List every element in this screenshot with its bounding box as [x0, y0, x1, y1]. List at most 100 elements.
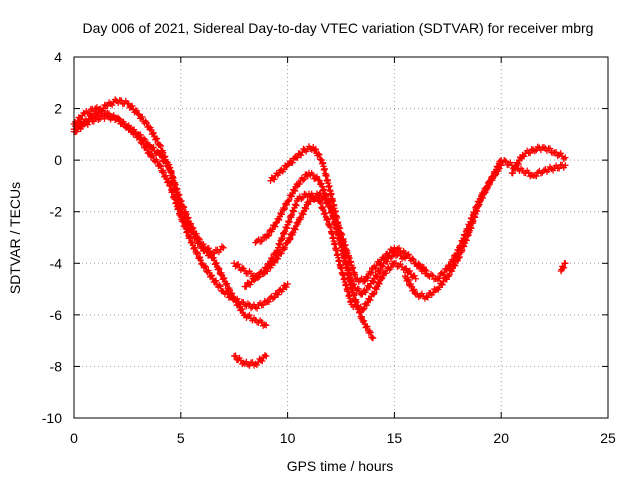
- data-point: [281, 244, 289, 251]
- data-point: [307, 198, 314, 205]
- data-point: [477, 196, 484, 203]
- data-point: [355, 285, 362, 293]
- data-point: [560, 264, 568, 271]
- data-point: [302, 205, 310, 213]
- data-point: [278, 250, 285, 257]
- x-tick-label: 0: [70, 430, 78, 446]
- data-point: [562, 162, 569, 169]
- data-point: [299, 194, 307, 201]
- data-point: [360, 306, 367, 314]
- data-point: [376, 280, 383, 288]
- data-point: [436, 284, 443, 291]
- series-track-5: [241, 190, 419, 314]
- y-tick-label: -10: [42, 410, 62, 426]
- data-point: [562, 260, 569, 267]
- data-point: [261, 352, 269, 359]
- data-point: [361, 278, 368, 285]
- data-point: [479, 191, 487, 198]
- data-point: [286, 236, 293, 243]
- data-point: [263, 352, 270, 360]
- data-point: [301, 175, 308, 183]
- data-point: [288, 193, 295, 200]
- data-point: [246, 311, 253, 319]
- data-point: [197, 257, 204, 264]
- data-point: [208, 272, 216, 279]
- x-axis-label: GPS time / hours: [287, 458, 394, 474]
- data-point: [281, 205, 288, 212]
- data-point: [296, 180, 303, 188]
- data-point: [509, 170, 516, 177]
- data-point: [127, 124, 135, 132]
- series-track-12: [557, 260, 569, 275]
- data-point: [269, 255, 277, 263]
- data-point: [316, 151, 323, 159]
- data-point: [439, 281, 446, 288]
- data-point: [546, 145, 554, 152]
- data-point: [406, 267, 414, 275]
- data-point: [240, 359, 247, 366]
- data-point: [453, 250, 461, 257]
- x-tick-label: 15: [387, 430, 403, 446]
- data-point: [158, 152, 165, 160]
- data-point: [198, 244, 206, 252]
- data-point: [216, 265, 223, 273]
- data-point: [278, 211, 286, 218]
- data-point: [353, 302, 360, 309]
- data-point: [239, 305, 246, 313]
- series-track-7: [267, 143, 430, 285]
- data-point: [446, 271, 453, 278]
- data-point: [165, 178, 172, 185]
- data-point: [217, 283, 224, 290]
- data-point: [283, 201, 291, 208]
- data-point: [448, 267, 456, 275]
- data-point: [157, 163, 165, 170]
- data-point: [363, 302, 371, 309]
- data-point: [264, 232, 272, 240]
- data-point: [73, 128, 80, 135]
- data-point: [275, 216, 283, 224]
- x-tick-label: 10: [280, 430, 296, 446]
- data-point: [202, 263, 209, 271]
- data-point: [392, 259, 400, 267]
- data-point: [382, 269, 390, 277]
- data-point: [108, 101, 116, 109]
- data-point: [253, 305, 261, 312]
- data-point: [265, 232, 273, 239]
- data-point: [410, 256, 417, 263]
- data-point: [480, 190, 488, 197]
- data-point: [526, 149, 534, 157]
- data-point: [285, 198, 292, 205]
- data-point: [315, 176, 322, 184]
- data-point: [258, 237, 265, 245]
- data-point: [128, 102, 136, 110]
- data-point: [502, 157, 509, 165]
- data-point: [136, 134, 144, 141]
- data-point: [223, 280, 231, 288]
- data-point: [201, 262, 209, 270]
- series-track-8: [231, 352, 270, 369]
- data-point: [293, 219, 301, 226]
- y-axis-label: SDTVAR / TECUs: [7, 182, 23, 294]
- data-point: [196, 253, 204, 261]
- data-point: [114, 114, 122, 121]
- data-point: [274, 291, 282, 298]
- data-point: [363, 286, 370, 294]
- data-point: [405, 276, 412, 284]
- data-point: [99, 107, 107, 114]
- data-point: [533, 172, 540, 180]
- data-point: [372, 264, 379, 272]
- data-point: [376, 260, 384, 267]
- data-point: [368, 269, 375, 276]
- data-point: [404, 276, 411, 283]
- data-point: [410, 286, 418, 293]
- data-point: [272, 219, 280, 227]
- data-point: [315, 150, 322, 157]
- data-point: [150, 129, 157, 137]
- data-point: [395, 244, 403, 252]
- data-point: [452, 253, 460, 260]
- data-point: [370, 278, 378, 286]
- data-point: [220, 275, 227, 282]
- data-point: [212, 277, 220, 284]
- data-point: [143, 119, 150, 127]
